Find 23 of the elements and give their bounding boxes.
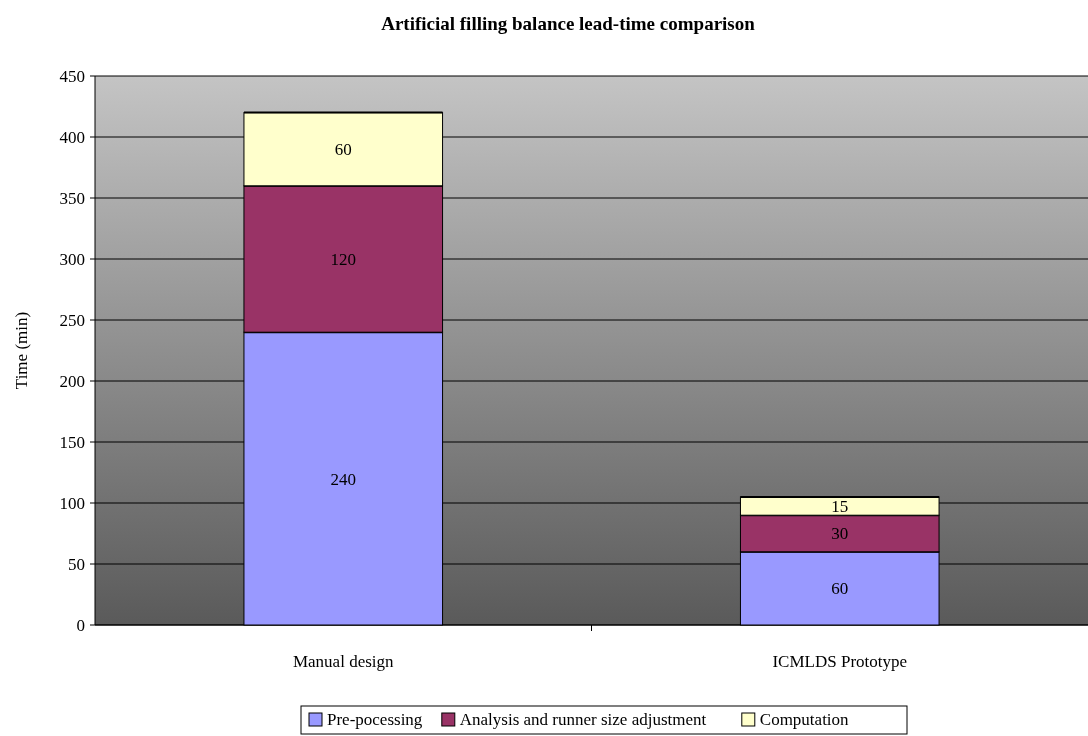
- y-tick-label: 450: [59, 66, 85, 86]
- y-tick-label: 400: [59, 127, 85, 147]
- data-label: 120: [330, 249, 356, 269]
- x-tick-label: ICMLDS Prototype: [772, 652, 908, 671]
- data-label: 30: [831, 524, 849, 544]
- chart-title: Artificial filling balance lead-time comparison: [381, 13, 756, 34]
- y-tick-label: 350: [59, 188, 85, 208]
- legend-label: Analysis and runner size adjustment: [459, 710, 707, 729]
- x-tick-label: Manual design: [292, 652, 395, 671]
- y-tick-label: 0: [76, 615, 85, 635]
- y-tick-label: 50: [68, 554, 85, 574]
- data-label: 15: [831, 497, 849, 516]
- y-tick-label: 300: [59, 249, 85, 269]
- y-tick-label: 150: [59, 432, 85, 452]
- legend-label: Computation: [759, 710, 850, 729]
- data-label: 240: [330, 469, 356, 489]
- y-tick-label: 100: [59, 493, 85, 513]
- y-tick-label: 250: [59, 310, 85, 330]
- y-tick-label: 200: [59, 371, 85, 391]
- y-axis-title: Time (min): [12, 311, 31, 390]
- legend-label: Pre-pocessing: [327, 710, 423, 729]
- data-label: 60: [334, 140, 352, 160]
- data-label: 60: [831, 579, 849, 599]
